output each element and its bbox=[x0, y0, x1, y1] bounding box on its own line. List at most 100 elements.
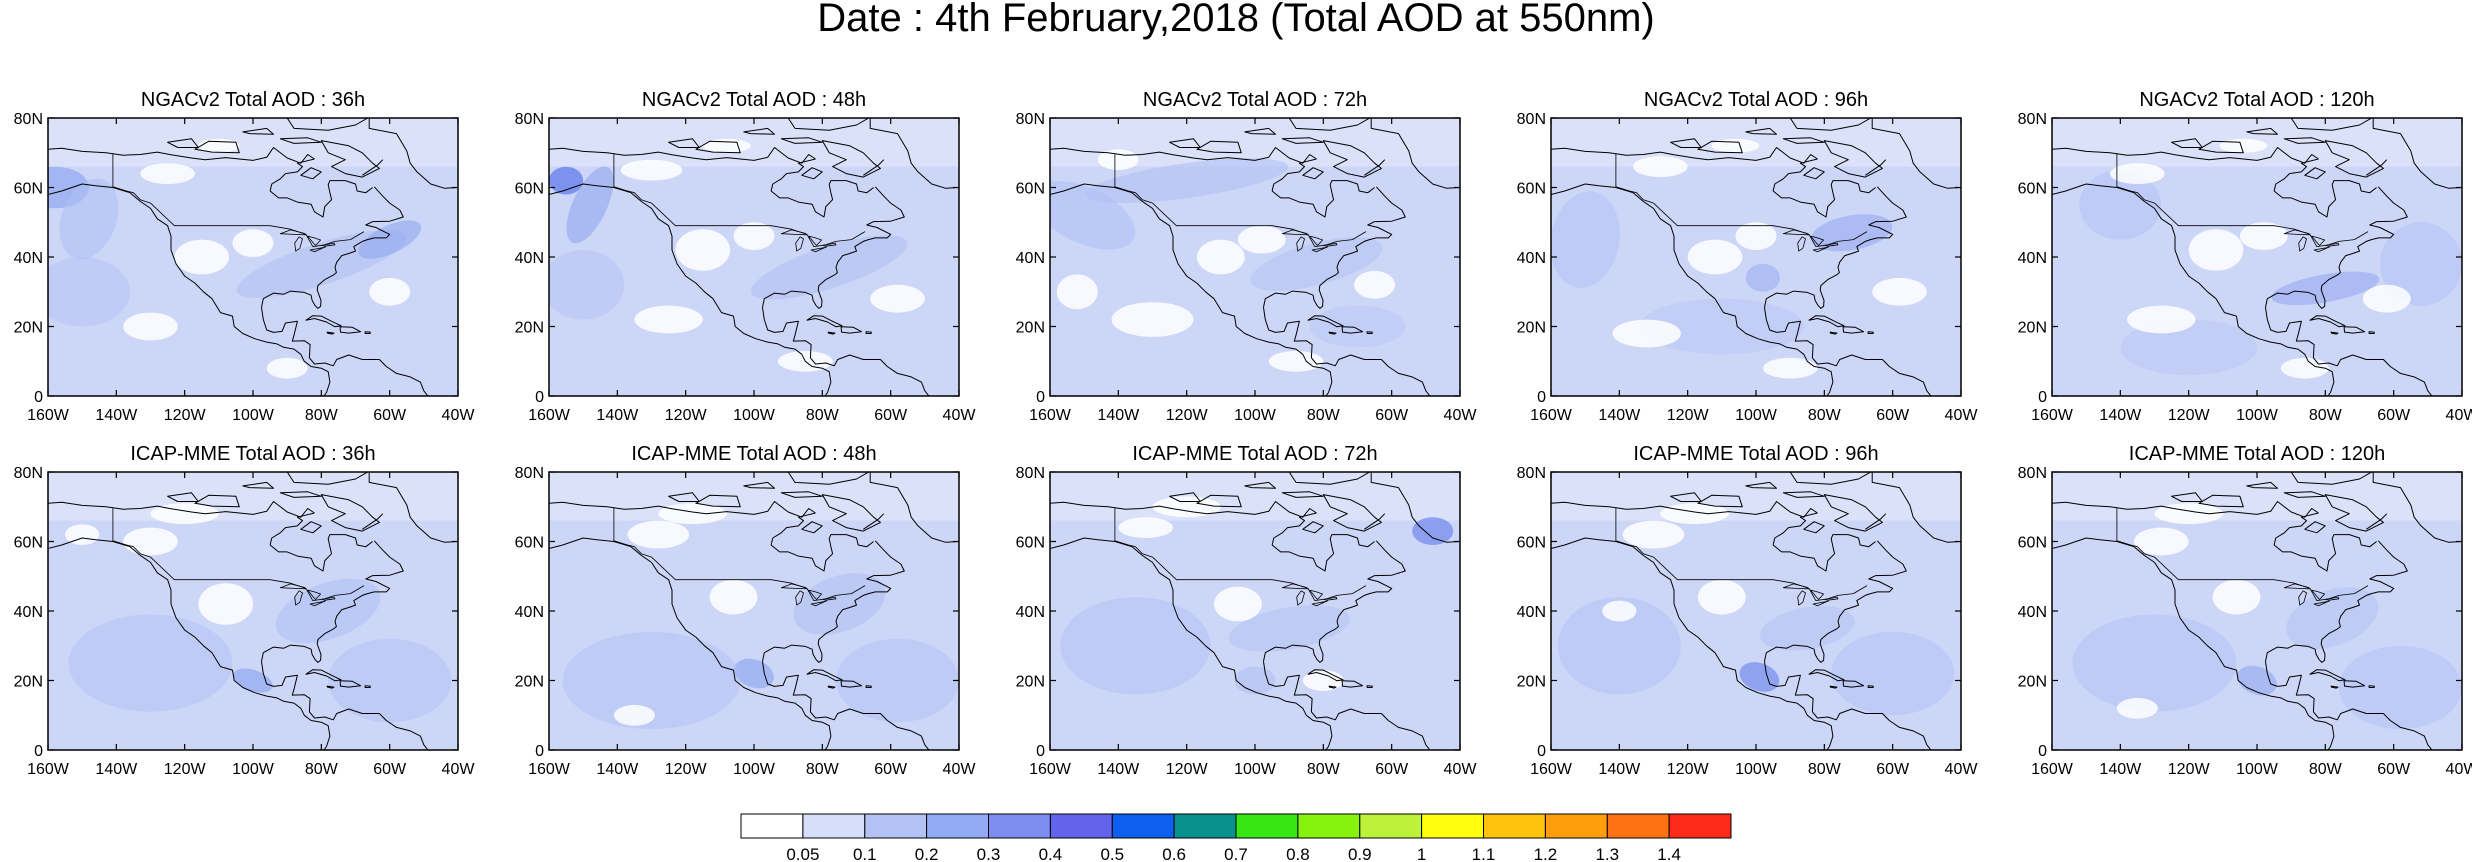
coastline bbox=[1551, 183, 1834, 396]
country-border bbox=[1114, 507, 1367, 601]
y-tick-label: 40N bbox=[14, 250, 43, 267]
lake-outline bbox=[1281, 229, 1309, 236]
aod-clean-patch bbox=[1612, 319, 1681, 348]
figure-title: Date : 4th February,2018 (Total AOD at 5… bbox=[817, 0, 1654, 40]
coastline bbox=[1764, 307, 1932, 396]
y-tick-label: 40N bbox=[1517, 604, 1546, 621]
aod-plume bbox=[2271, 271, 2380, 305]
colorbar-label: 0.05 bbox=[786, 845, 819, 862]
island-outline bbox=[865, 331, 872, 334]
x-tick-label: 140W bbox=[95, 761, 138, 778]
y-tick-label: 20N bbox=[1016, 320, 1045, 337]
aod-plume bbox=[1412, 517, 1454, 545]
lake-outline bbox=[309, 600, 326, 607]
island-outline bbox=[2343, 680, 2366, 688]
x-tick-label: 120W bbox=[1166, 407, 1209, 424]
lake-outline bbox=[2313, 246, 2330, 253]
x-tick-label: 40W bbox=[1945, 761, 1979, 778]
aod-plume bbox=[2072, 614, 2237, 712]
coastline bbox=[2273, 512, 2319, 546]
island-outline bbox=[305, 669, 342, 682]
y-tick-label: 60N bbox=[1016, 181, 1045, 198]
island-outline bbox=[2304, 521, 2326, 534]
colorbar-swatch bbox=[988, 813, 1051, 839]
aod-low-band bbox=[2052, 472, 2462, 521]
island-outline bbox=[869, 118, 959, 189]
island-outline bbox=[339, 680, 362, 688]
aod-plume bbox=[2120, 319, 2257, 376]
colorbar-label: 0.3 bbox=[977, 845, 1001, 862]
aod-plume bbox=[233, 668, 273, 693]
island-outline bbox=[368, 118, 458, 189]
aod-clean-patch bbox=[1622, 520, 1685, 549]
coastline bbox=[549, 537, 832, 750]
x-tick-label: 140W bbox=[95, 407, 138, 424]
y-tick-label: 60N bbox=[1517, 535, 1546, 552]
aod-plume bbox=[562, 631, 741, 730]
y-tick-label: 0 bbox=[1537, 743, 1546, 760]
aod-clean-patch bbox=[1196, 239, 1245, 275]
y-tick-label: 60N bbox=[2018, 535, 2047, 552]
colorbar-label: 0.2 bbox=[915, 845, 939, 862]
island-outline bbox=[305, 315, 342, 328]
x-tick-label: 100W bbox=[1234, 407, 1277, 424]
country-border bbox=[613, 153, 866, 247]
aod-clean-patch bbox=[1602, 600, 1637, 622]
aod-clean-patch bbox=[870, 284, 925, 313]
y-tick-label: 60N bbox=[1517, 181, 1546, 198]
aod-plume bbox=[1745, 263, 1780, 292]
x-tick-label: 100W bbox=[733, 761, 776, 778]
aod-plume bbox=[328, 638, 452, 723]
coastline bbox=[1050, 537, 1333, 750]
island-outline bbox=[1328, 331, 1337, 335]
coastline bbox=[1764, 186, 1907, 309]
aod-low-band bbox=[1551, 472, 1961, 521]
island-outline bbox=[1823, 494, 1883, 532]
coastline bbox=[762, 186, 905, 309]
x-tick-label: 40W bbox=[943, 761, 977, 778]
coastline bbox=[269, 158, 315, 192]
island-outline bbox=[1322, 494, 1382, 532]
aod-clean-patch bbox=[634, 305, 703, 334]
aod-plume bbox=[549, 166, 584, 195]
island-outline bbox=[1322, 140, 1382, 178]
x-tick-label: 80W bbox=[806, 407, 840, 424]
coastline bbox=[762, 661, 930, 750]
colorbar-label: 0.6 bbox=[1162, 845, 1186, 862]
coastline bbox=[2265, 186, 2408, 309]
aod-plume bbox=[48, 257, 130, 327]
island-outline bbox=[1288, 472, 1371, 485]
coastline bbox=[549, 147, 816, 164]
island-outline bbox=[743, 481, 775, 489]
x-tick-label: 80W bbox=[1307, 761, 1341, 778]
island-outline bbox=[1366, 685, 1373, 688]
y-tick-label: 20N bbox=[1016, 674, 1045, 691]
x-tick-label: 40W bbox=[1945, 407, 1979, 424]
aod-clean-patch bbox=[140, 163, 195, 184]
coastline bbox=[1271, 534, 1375, 572]
lake-outline bbox=[2325, 242, 2340, 247]
island-outline bbox=[1341, 680, 1364, 688]
island-outline bbox=[743, 127, 775, 135]
island-outline bbox=[1370, 118, 1460, 189]
island-outline bbox=[286, 118, 369, 131]
coastline bbox=[261, 661, 429, 750]
x-tick-label: 60W bbox=[1375, 407, 1409, 424]
lake-outline bbox=[294, 236, 303, 252]
coastline bbox=[1271, 180, 1375, 218]
y-tick-label: 0 bbox=[1537, 389, 1546, 406]
island-outline bbox=[1823, 140, 1883, 178]
aod-clean-patch bbox=[232, 229, 274, 257]
aod-plume bbox=[358, 220, 422, 259]
island-outline bbox=[1281, 137, 1324, 144]
coastline bbox=[1865, 159, 1887, 176]
coastline bbox=[1271, 512, 1317, 546]
aod-clean-patch bbox=[2110, 163, 2165, 184]
colorbar-swatch bbox=[1049, 813, 1113, 839]
aod-field bbox=[1551, 118, 1961, 396]
colorbar-swatch bbox=[1235, 813, 1299, 839]
y-tick-label: 0 bbox=[2038, 389, 2047, 406]
coastline bbox=[1551, 501, 1818, 518]
